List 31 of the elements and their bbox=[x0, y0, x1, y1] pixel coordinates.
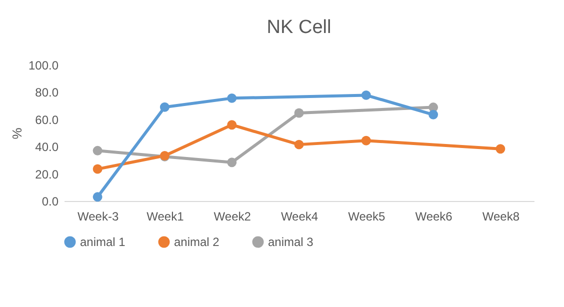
legend-label: animal 1 bbox=[80, 235, 126, 249]
point bbox=[294, 108, 304, 118]
y-tick-label: 20.0 bbox=[35, 167, 59, 182]
y-tick-label: 60.0 bbox=[35, 112, 59, 127]
chart-title: NK Cell bbox=[266, 17, 332, 38]
x-tick-label: Week8 bbox=[482, 210, 520, 224]
y-tick-label: 100.0 bbox=[28, 58, 59, 72]
point bbox=[361, 90, 371, 100]
x-tick-label: Week2 bbox=[214, 210, 252, 224]
y-tick-label: 40.0 bbox=[35, 140, 59, 154]
point bbox=[361, 136, 371, 146]
point bbox=[160, 102, 170, 112]
point bbox=[92, 192, 102, 202]
point bbox=[294, 140, 304, 150]
x-tick-label: Week4 bbox=[280, 210, 318, 224]
x-tick-label: Week5 bbox=[348, 210, 386, 224]
point bbox=[92, 146, 102, 156]
point bbox=[92, 164, 102, 174]
x-tick-label: Week-3 bbox=[78, 210, 119, 224]
y-tick-label: 0.0 bbox=[42, 194, 59, 208]
legend-label: animal 3 bbox=[268, 235, 314, 249]
point bbox=[227, 120, 237, 130]
y-tick-label: 80.0 bbox=[35, 86, 59, 100]
x-tick-label: Week6 bbox=[415, 210, 453, 224]
point bbox=[227, 93, 237, 103]
x-tick-label: Week1 bbox=[146, 210, 184, 224]
point bbox=[227, 158, 237, 168]
point bbox=[496, 144, 506, 154]
point bbox=[428, 110, 438, 120]
legend-label: animal 2 bbox=[174, 235, 220, 249]
y-axis-title: % bbox=[9, 127, 24, 140]
